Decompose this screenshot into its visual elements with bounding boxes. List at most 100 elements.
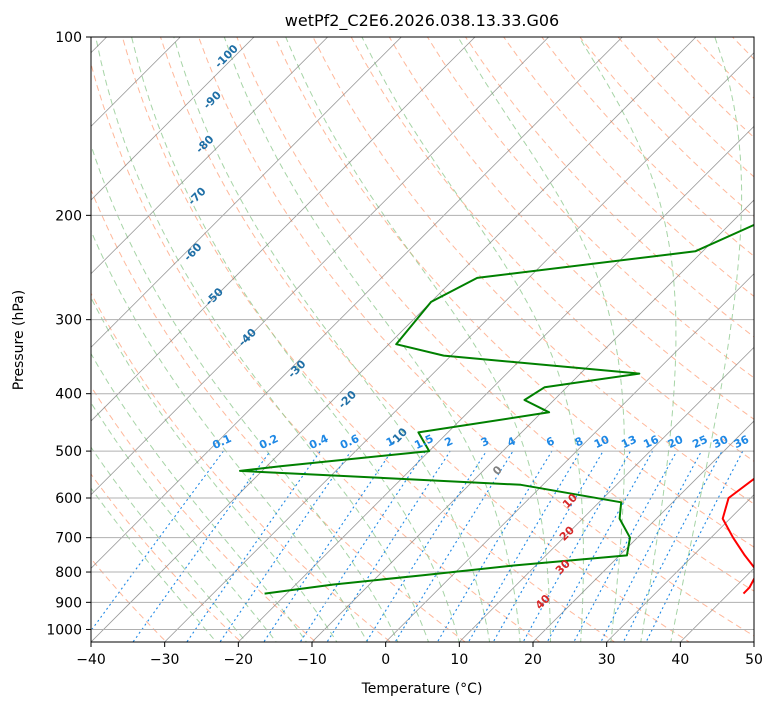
pressure-grid [91, 37, 754, 630]
mixing-ratio-label: 0.4 [307, 432, 330, 452]
isotherm [91, 37, 402, 348]
mixing-ratio-label: 3 [479, 434, 491, 449]
x-tick-label: 10 [450, 652, 468, 668]
mixing-ratio-label: 8 [573, 434, 585, 449]
moist-adiabat [95, 37, 430, 642]
moist-adiabat [91, 446, 247, 642]
isotherm-label: 20 [557, 523, 577, 543]
y-tick-label: 1000 [46, 622, 82, 638]
dry-adiabat [312, 37, 754, 505]
mixing-ratio-label: 0.2 [257, 432, 280, 452]
mixing-ratio-line [299, 450, 426, 642]
mixing-ratio-label: 1.5 [412, 432, 435, 452]
dry-adiabat [731, 37, 754, 60]
isotherm [91, 37, 329, 275]
moist-adiabat [670, 37, 743, 642]
moist-adiabat [91, 296, 338, 642]
isotherm [91, 37, 550, 496]
moist-adiabat [223, 37, 521, 642]
dry-adiabat [91, 292, 392, 642]
dry-adiabat [693, 37, 754, 99]
x-tick-label: −30 [150, 652, 180, 668]
dry-adiabat [91, 473, 242, 642]
x-tick-label: −20 [224, 652, 254, 668]
y-tick-label: 700 [55, 531, 82, 547]
isotherm-label: -70 [185, 184, 208, 207]
dry-adiabat [121, 37, 616, 642]
mixing-ratio-line [467, 450, 581, 642]
mixing-ratio-label: 36 [732, 433, 752, 451]
dry-adiabat [745, 10, 775, 654]
dry-adiabat [274, 37, 754, 548]
dry-adiabat [91, 188, 466, 642]
y-axis-label: Pressure (hPa) [11, 290, 27, 390]
mixing-ratio-line [186, 450, 321, 642]
dry-adiabat [198, 37, 754, 637]
mixing-ratio-label: 20 [666, 433, 686, 451]
moist-adiabat [457, 37, 626, 642]
background-lines [0, 10, 775, 654]
x-tick-label: 0 [381, 652, 390, 668]
mixing-ratio-label: 10 [592, 433, 612, 451]
isotherm [237, 125, 754, 642]
y-tick-label: 900 [55, 595, 82, 611]
dry-adiabat [236, 37, 754, 592]
y-tick-label: 800 [55, 565, 82, 581]
isotherm-label: -50 [203, 285, 226, 308]
isotherm [91, 37, 181, 127]
moist-adiabat [91, 401, 277, 642]
mixing-ratio-line [492, 450, 604, 642]
temperature-profile [721, 477, 754, 595]
x-tick-label: −10 [297, 652, 327, 668]
mixing-ratio-line [645, 450, 744, 642]
dry-adiabat [541, 37, 754, 257]
isotherm [91, 37, 697, 642]
dry-adiabat [388, 37, 754, 420]
dewpoint-profile [239, 223, 754, 595]
isotherm-label: -100 [212, 42, 241, 71]
moist-adiabat [173, 37, 491, 642]
moist-adiabat [91, 487, 217, 642]
dry-adiabat [579, 37, 754, 218]
isotherm-label: -90 [201, 88, 224, 111]
isotherm [91, 37, 476, 422]
mixing-ratio-line [622, 450, 723, 642]
moist-adiabat [361, 37, 584, 642]
y-tick-label: 300 [55, 313, 82, 329]
moist-adiabat [131, 37, 460, 642]
chart-title: wetPf2_C2E6.2026.038.13.33.G06 [285, 11, 559, 31]
mixing-ratio-line [263, 450, 393, 642]
x-tick-label: 40 [671, 652, 689, 668]
mixing-ratio-label: 25 [690, 433, 709, 451]
isotherm [458, 346, 754, 642]
x-tick-label: 20 [524, 652, 542, 668]
dry-adiabat [159, 37, 691, 642]
isotherm-label: -80 [193, 133, 216, 156]
mixing-ratio-label: 13 [619, 433, 638, 451]
axes: −40 −30 −20 −10 0 10 20 30 40 5010020030040050060… [46, 30, 763, 668]
mixing-ratio-label: 16 [641, 433, 661, 451]
moist-adiabat [578, 37, 677, 642]
profile-lines [239, 223, 754, 595]
x-tick-label: −40 [76, 652, 106, 668]
plot-frame [90, 36, 755, 643]
dry-adiabat [91, 62, 541, 642]
dry-adiabat [503, 37, 754, 298]
isotherm-label: -40 [236, 326, 259, 349]
isotherm [91, 37, 255, 201]
dry-adiabat [426, 37, 754, 379]
dry-adiabat [91, 385, 317, 642]
y-tick-label: 600 [55, 491, 82, 507]
isotherm [532, 420, 754, 642]
isotherm [0, 10, 60, 654]
isotherm [91, 37, 623, 569]
isotherm [164, 52, 754, 642]
moist-adiabat [91, 143, 399, 642]
y-tick-label: 400 [55, 387, 82, 403]
moist-adiabat [91, 352, 308, 642]
isotherm [311, 199, 754, 642]
mixing-ratio-label: 30 [711, 433, 731, 451]
isotherm [385, 273, 754, 642]
y-tick-label: 500 [55, 444, 82, 460]
